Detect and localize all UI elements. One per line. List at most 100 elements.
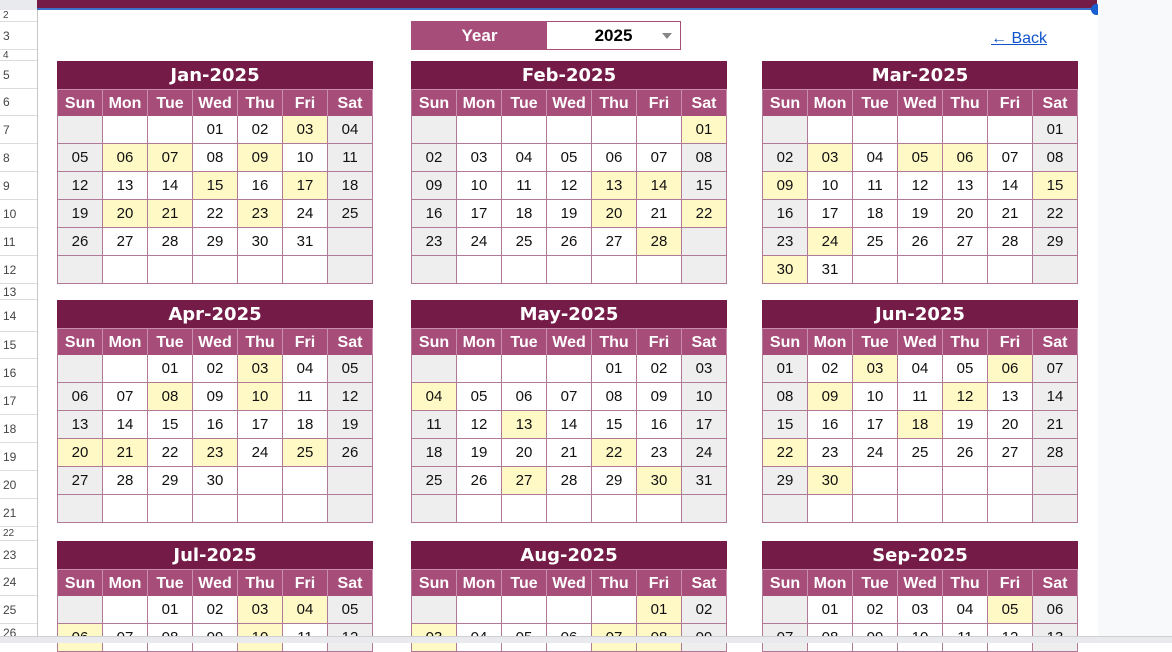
empty-cell[interactable] <box>1033 495 1078 523</box>
day-cell[interactable]: 11 <box>898 383 943 411</box>
day-cell[interactable]: 06 <box>103 144 148 172</box>
day-cell[interactable]: 28 <box>103 467 148 495</box>
day-cell[interactable]: 31 <box>808 256 853 284</box>
day-cell[interactable]: 21 <box>547 439 592 467</box>
day-cell[interactable]: 28 <box>148 228 193 256</box>
day-cell[interactable]: 16 <box>808 411 853 439</box>
empty-cell[interactable] <box>103 495 148 523</box>
day-cell[interactable]: 04 <box>328 116 373 144</box>
day-cell[interactable]: 04 <box>283 596 328 624</box>
day-cell[interactable]: 25 <box>898 439 943 467</box>
day-cell[interactable]: 22 <box>763 439 808 467</box>
empty-cell[interactable] <box>547 116 592 144</box>
row-number[interactable]: 17 <box>0 387 37 415</box>
empty-cell[interactable] <box>58 596 103 624</box>
day-cell[interactable]: 28 <box>637 228 682 256</box>
day-cell[interactable]: 06 <box>1033 596 1078 624</box>
empty-cell[interactable] <box>943 467 988 495</box>
empty-cell[interactable] <box>763 116 808 144</box>
back-link[interactable]: ← Back <box>991 30 1048 47</box>
day-cell[interactable]: 28 <box>988 228 1033 256</box>
day-cell[interactable]: 07 <box>637 144 682 172</box>
day-cell[interactable]: 03 <box>457 144 502 172</box>
day-cell[interactable]: 26 <box>943 439 988 467</box>
day-cell[interactable]: 24 <box>853 439 898 467</box>
day-cell[interactable]: 12 <box>328 383 373 411</box>
row-number[interactable]: 21 <box>0 499 37 527</box>
day-cell[interactable]: 09 <box>412 172 457 200</box>
day-cell[interactable]: 01 <box>763 355 808 383</box>
day-cell[interactable]: 25 <box>283 439 328 467</box>
day-cell[interactable]: 14 <box>148 172 193 200</box>
day-cell[interactable]: 29 <box>592 467 637 495</box>
day-cell[interactable]: 08 <box>682 144 727 172</box>
horizontal-scrollbar[interactable] <box>0 636 1172 643</box>
day-cell[interactable]: 04 <box>943 596 988 624</box>
day-cell[interactable]: 05 <box>58 144 103 172</box>
day-cell[interactable]: 23 <box>193 439 238 467</box>
day-cell[interactable]: 08 <box>1033 144 1078 172</box>
day-cell[interactable]: 14 <box>1033 383 1078 411</box>
empty-cell[interactable] <box>637 256 682 284</box>
empty-cell[interactable] <box>457 495 502 523</box>
empty-cell[interactable] <box>283 467 328 495</box>
day-cell[interactable]: 29 <box>1033 228 1078 256</box>
day-cell[interactable]: 16 <box>637 411 682 439</box>
day-cell[interactable]: 21 <box>1033 411 1078 439</box>
empty-cell[interactable] <box>898 495 943 523</box>
day-cell[interactable]: 26 <box>328 439 373 467</box>
empty-cell[interactable] <box>193 256 238 284</box>
day-cell[interactable]: 26 <box>457 467 502 495</box>
day-cell[interactable]: 12 <box>898 172 943 200</box>
day-cell[interactable]: 06 <box>988 355 1033 383</box>
day-cell[interactable]: 11 <box>502 172 547 200</box>
day-cell[interactable]: 08 <box>193 144 238 172</box>
day-cell[interactable]: 10 <box>808 172 853 200</box>
day-cell[interactable]: 25 <box>328 200 373 228</box>
day-cell[interactable]: 15 <box>193 172 238 200</box>
day-cell[interactable]: 16 <box>193 411 238 439</box>
day-cell[interactable]: 02 <box>808 355 853 383</box>
day-cell[interactable]: 14 <box>988 172 1033 200</box>
day-cell[interactable]: 02 <box>238 116 283 144</box>
day-cell[interactable]: 12 <box>943 383 988 411</box>
day-cell[interactable]: 02 <box>763 144 808 172</box>
day-cell[interactable]: 31 <box>682 467 727 495</box>
empty-cell[interactable] <box>547 495 592 523</box>
empty-cell[interactable] <box>502 256 547 284</box>
empty-cell[interactable] <box>58 355 103 383</box>
empty-cell[interactable] <box>1033 256 1078 284</box>
day-cell[interactable]: 16 <box>412 200 457 228</box>
empty-cell[interactable] <box>457 355 502 383</box>
empty-cell[interactable] <box>988 467 1033 495</box>
sheet-corner[interactable] <box>0 0 37 10</box>
empty-cell[interactable] <box>103 596 148 624</box>
day-cell[interactable]: 09 <box>238 144 283 172</box>
day-cell[interactable]: 22 <box>148 439 193 467</box>
day-cell[interactable]: 03 <box>283 116 328 144</box>
day-cell[interactable]: 30 <box>637 467 682 495</box>
row-number[interactable]: 14 <box>0 300 37 332</box>
day-cell[interactable]: 04 <box>853 144 898 172</box>
day-cell[interactable]: 05 <box>943 355 988 383</box>
empty-cell[interactable] <box>547 256 592 284</box>
empty-cell[interactable] <box>103 355 148 383</box>
day-cell[interactable]: 10 <box>457 172 502 200</box>
day-cell[interactable]: 19 <box>457 439 502 467</box>
year-dropdown[interactable]: 2025 <box>547 22 680 49</box>
empty-cell[interactable] <box>853 116 898 144</box>
empty-cell[interactable] <box>502 355 547 383</box>
empty-cell[interactable] <box>412 116 457 144</box>
day-cell[interactable]: 03 <box>238 596 283 624</box>
day-cell[interactable]: 24 <box>457 228 502 256</box>
empty-cell[interactable] <box>988 495 1033 523</box>
row-number[interactable]: 25 <box>0 596 37 624</box>
day-cell[interactable]: 01 <box>148 596 193 624</box>
empty-cell[interactable] <box>853 256 898 284</box>
day-cell[interactable]: 08 <box>592 383 637 411</box>
empty-cell[interactable] <box>898 256 943 284</box>
selection-handle[interactable] <box>1091 4 1102 15</box>
empty-cell[interactable] <box>328 495 373 523</box>
day-cell[interactable]: 26 <box>898 228 943 256</box>
empty-cell[interactable] <box>637 116 682 144</box>
